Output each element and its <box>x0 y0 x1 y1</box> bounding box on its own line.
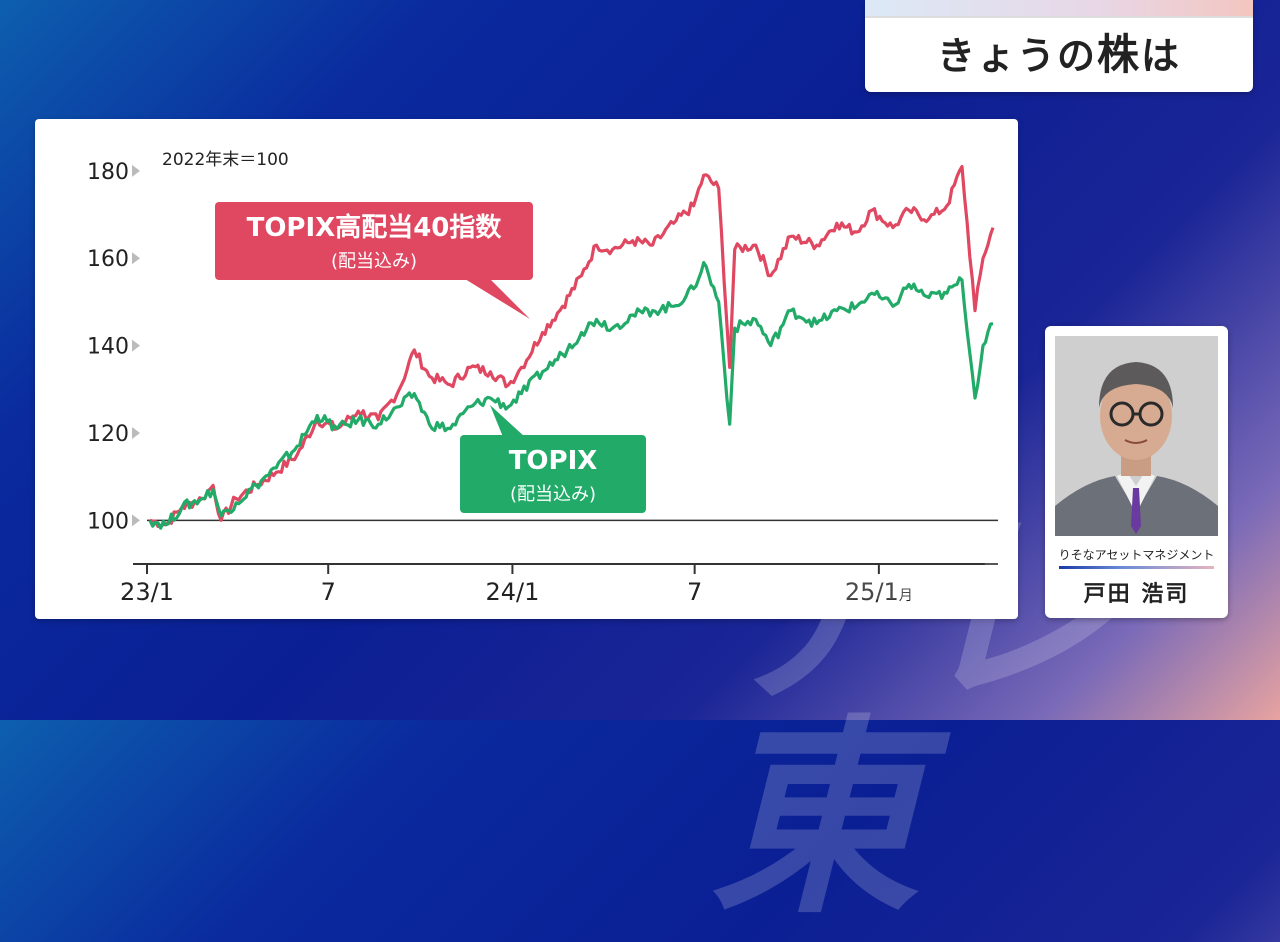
legend-sublabel-high-dividend: (配当込み) <box>331 251 417 272</box>
commentator-name: 戸田 浩司 <box>1083 582 1190 607</box>
chart-card: 2022年末＝100 100 120 140 160 180 23/1 7 24/1 7 25/1月… <box>35 119 1018 619</box>
x-tick-label: 23/1 <box>120 578 174 606</box>
commentator-photo <box>1055 336 1218 536</box>
series-line-topix-high-dividend-40 <box>149 164 995 529</box>
y-tick-arrow <box>132 252 140 265</box>
y-tick-label: 140 <box>87 335 129 360</box>
legend-sublabel-topix: (配当込み) <box>510 484 596 505</box>
legend-callout-topix <box>460 435 646 513</box>
series-line-topix <box>148 261 994 530</box>
y-tick-arrow <box>132 514 140 527</box>
y-tick-label: 120 <box>87 422 129 447</box>
title-stripe <box>865 0 1253 18</box>
y-tick-label: 180 <box>87 160 129 185</box>
y-tick-label: 100 <box>87 509 129 534</box>
x-tick-label: 7 <box>687 578 702 606</box>
page-title: きょうの株は <box>936 30 1182 79</box>
y-tick-arrow <box>132 426 140 439</box>
x-tick-label: 24/1 <box>485 578 539 606</box>
company-bar <box>1059 566 1214 569</box>
y-tick-label: 160 <box>87 247 129 272</box>
legend-callout-pointer <box>465 279 530 319</box>
legend-label-topix: TOPIX <box>509 446 598 476</box>
legend-label-high-dividend: TOPIX高配当40指数 <box>247 212 503 243</box>
commentator-card: りそなアセットマネジメント 戸田 浩司 <box>1045 326 1228 618</box>
y-tick-arrow <box>132 339 140 352</box>
x-tick-label: 7 <box>321 578 336 606</box>
title-box: きょうの株は <box>865 0 1253 92</box>
legend-callout-high-dividend <box>215 202 533 280</box>
chart-note: 2022年末＝100 <box>162 150 289 170</box>
legend-callout-pointer <box>490 405 525 437</box>
y-tick-arrow <box>132 164 140 177</box>
company-name: りそなアセットマネジメント <box>1058 548 1215 562</box>
